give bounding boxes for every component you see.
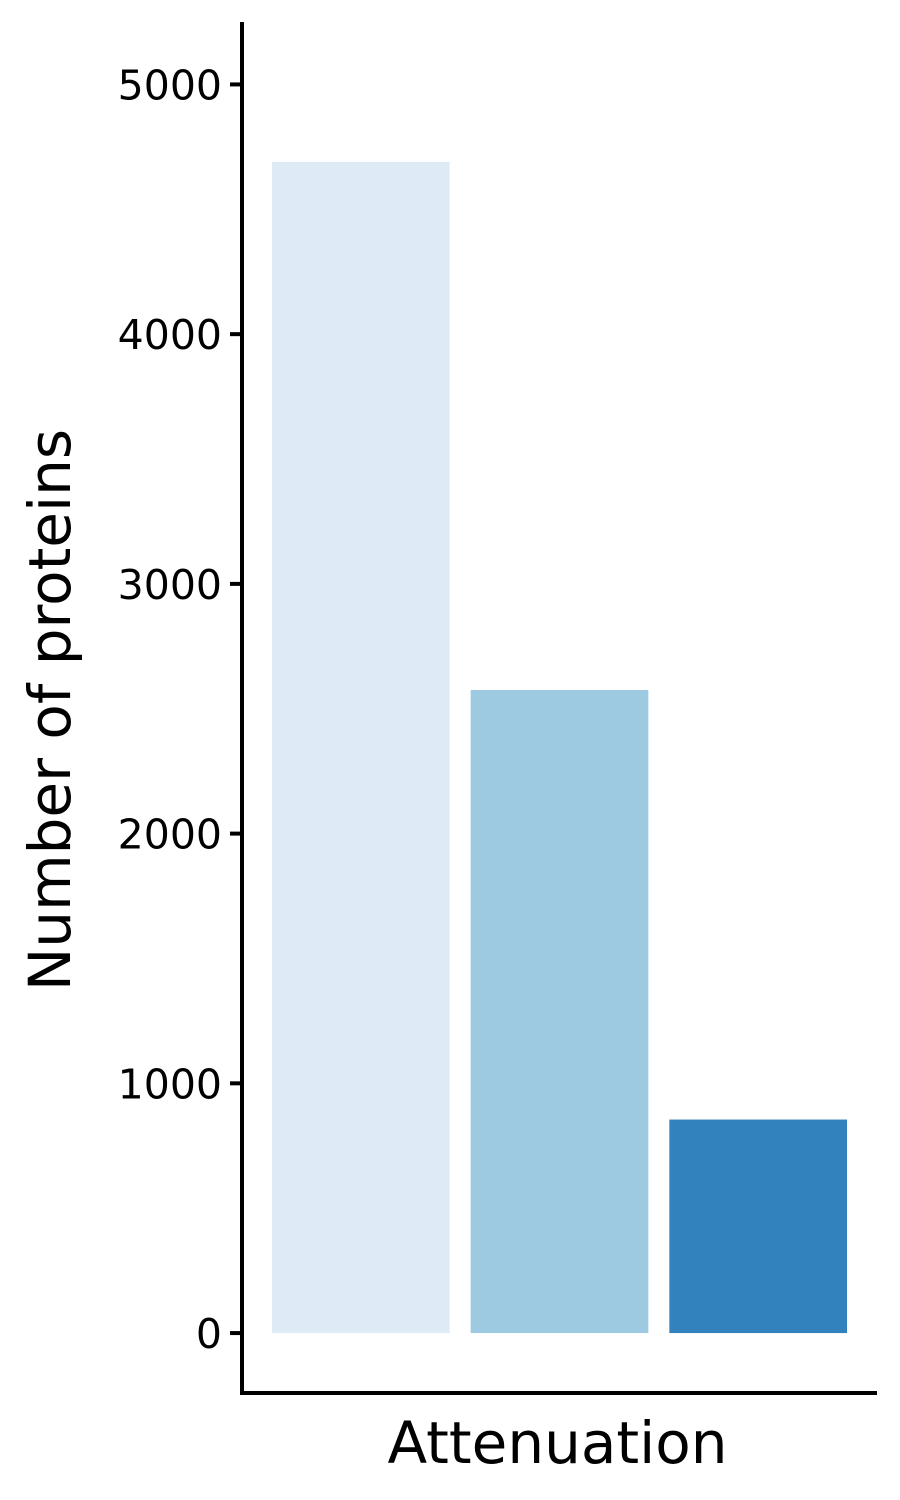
y-axis-title: Number of proteins [16,429,84,991]
y-tick-label: 2000 [118,811,222,859]
y-ticks-group: 0 1000 2000 3000 4000 5000 [118,61,242,1358]
y-tick-label: 3000 [118,561,222,609]
bar-3 [669,1119,847,1334]
bars-group [272,161,847,1334]
x-axis-title: Attenuation [388,1409,728,1477]
y-tick-label: 1000 [118,1060,222,1108]
y-tick-label: 5000 [118,61,222,109]
bar-2 [470,690,649,1334]
y-tick-label: 0 [196,1310,222,1358]
y-axis: 0 1000 2000 3000 4000 5000 [118,22,244,1393]
y-tick-label: 4000 [118,311,222,359]
bar-1 [272,161,450,1334]
